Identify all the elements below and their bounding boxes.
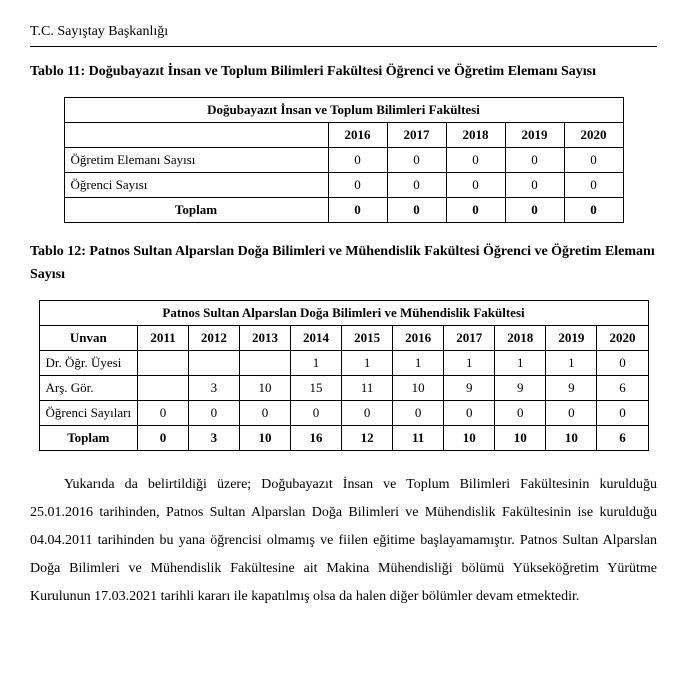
cell: 0 [505, 198, 564, 223]
table-row: Arş. Gör. 3 10 15 11 10 9 9 9 6 [39, 376, 648, 401]
cell: 1 [444, 351, 495, 376]
row-label: Öğrenci Sayıları [39, 401, 138, 426]
table11-year-3: 2019 [505, 123, 564, 148]
cell: 10 [546, 426, 597, 451]
cell: 3 [188, 376, 239, 401]
cell: 0 [188, 401, 239, 426]
cell: 0 [446, 173, 505, 198]
table11-year-4: 2020 [564, 123, 623, 148]
table12-year-3: 2014 [291, 326, 342, 351]
cell [138, 351, 189, 376]
cell [239, 351, 290, 376]
cell: 0 [387, 173, 446, 198]
cell: 10 [495, 426, 546, 451]
cell: 0 [505, 173, 564, 198]
cell: 0 [328, 148, 387, 173]
cell: 6 [597, 376, 648, 401]
cell: 0 [387, 198, 446, 223]
cell: 0 [328, 198, 387, 223]
table11-blank-header [64, 123, 328, 148]
cell: 9 [546, 376, 597, 401]
cell: 16 [291, 426, 342, 451]
total-label: Toplam [64, 198, 328, 223]
table11: Doğubayazıt İnsan ve Toplum Bilimleri Fa… [64, 97, 624, 223]
cell: 0 [495, 401, 546, 426]
table12-year-4: 2015 [342, 326, 393, 351]
table-row: Dr. Öğr. Üyesi 1 1 1 1 1 1 0 [39, 351, 648, 376]
table12-year-2: 2013 [239, 326, 290, 351]
cell: 0 [546, 401, 597, 426]
cell: 1 [342, 351, 393, 376]
cell: 0 [328, 173, 387, 198]
page-header: T.C. Sayıştay Başkanlığı [30, 24, 657, 40]
cell: 9 [444, 376, 495, 401]
cell: 0 [138, 401, 189, 426]
table12-year-6: 2017 [444, 326, 495, 351]
table12-year-7: 2018 [495, 326, 546, 351]
cell: 0 [239, 401, 290, 426]
table12-year-1: 2012 [188, 326, 239, 351]
cell: 6 [597, 426, 648, 451]
table-row: Öğrenci Sayısı 0 0 0 0 0 [64, 173, 623, 198]
cell: 9 [495, 376, 546, 401]
row-label: Dr. Öğr. Üyesi [39, 351, 138, 376]
cell: 0 [564, 148, 623, 173]
table12-caption: Tablo 12: Patnos Sultan Alparslan Doğa B… [30, 241, 657, 286]
cell: 1 [495, 351, 546, 376]
table12-title: Patnos Sultan Alparslan Doğa Bilimleri v… [39, 301, 648, 326]
cell: 0 [446, 148, 505, 173]
cell: 0 [387, 148, 446, 173]
body-paragraph: Yukarıda da belirtildiği üzere; Doğubaya… [30, 471, 657, 611]
cell: 10 [239, 426, 290, 451]
cell: 0 [393, 401, 444, 426]
table12-year-0: 2011 [138, 326, 189, 351]
total-label: Toplam [39, 426, 138, 451]
table11-year-0: 2016 [328, 123, 387, 148]
row-label: Öğrenci Sayısı [64, 173, 328, 198]
cell: 3 [188, 426, 239, 451]
cell [138, 376, 189, 401]
cell: 0 [446, 198, 505, 223]
table12-year-9: 2020 [597, 326, 648, 351]
cell: 0 [342, 401, 393, 426]
table12: Patnos Sultan Alparslan Doğa Bilimleri v… [39, 300, 649, 451]
row-label: Arş. Gör. [39, 376, 138, 401]
header-rule [30, 46, 657, 47]
table-row-total: Toplam 0 3 10 16 12 11 10 10 10 6 [39, 426, 648, 451]
cell: 0 [444, 401, 495, 426]
cell: 0 [564, 173, 623, 198]
table12-year-8: 2019 [546, 326, 597, 351]
table11-caption: Tablo 11: Doğubayazıt İnsan ve Toplum Bi… [30, 61, 657, 83]
cell: 0 [291, 401, 342, 426]
cell: 0 [597, 351, 648, 376]
cell: 0 [597, 401, 648, 426]
cell: 11 [393, 426, 444, 451]
table11-title: Doğubayazıt İnsan ve Toplum Bilimleri Fa… [64, 98, 623, 123]
cell: 0 [505, 148, 564, 173]
cell: 12 [342, 426, 393, 451]
table-row: Öğrenci Sayıları 0 0 0 0 0 0 0 0 0 0 [39, 401, 648, 426]
cell: 11 [342, 376, 393, 401]
cell: 10 [444, 426, 495, 451]
cell: 1 [393, 351, 444, 376]
row-label: Öğretim Elemanı Sayısı [64, 148, 328, 173]
table11-year-2: 2018 [446, 123, 505, 148]
table-row-total: Toplam 0 0 0 0 0 [64, 198, 623, 223]
cell: 1 [291, 351, 342, 376]
table12-year-5: 2016 [393, 326, 444, 351]
cell: 1 [546, 351, 597, 376]
table12-unvan-header: Unvan [39, 326, 138, 351]
cell: 15 [291, 376, 342, 401]
table-row: Öğretim Elemanı Sayısı 0 0 0 0 0 [64, 148, 623, 173]
table11-year-1: 2017 [387, 123, 446, 148]
cell [188, 351, 239, 376]
cell: 10 [239, 376, 290, 401]
cell: 0 [138, 426, 189, 451]
cell: 10 [393, 376, 444, 401]
cell: 0 [564, 198, 623, 223]
